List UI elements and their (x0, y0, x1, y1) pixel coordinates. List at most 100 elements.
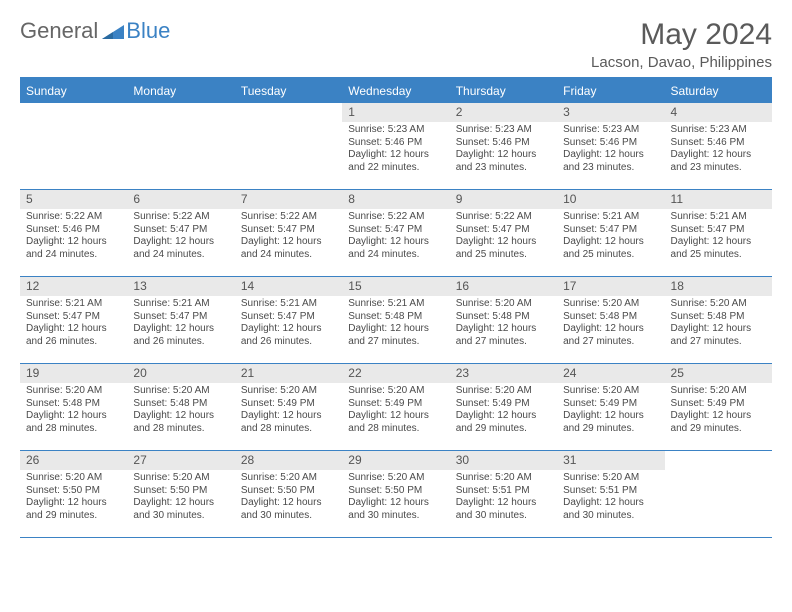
day-cell (127, 103, 234, 189)
day-number: 7 (235, 190, 342, 209)
day-details: Sunrise: 5:22 AMSunset: 5:47 PMDaylight:… (235, 209, 342, 265)
day-details: Sunrise: 5:20 AMSunset: 5:50 PMDaylight:… (20, 470, 127, 526)
sunset-text: Sunset: 5:47 PM (133, 224, 228, 237)
day-header-row: Sunday Monday Tuesday Wednesday Thursday… (20, 79, 772, 103)
day-header: Thursday (450, 79, 557, 103)
day-number: 25 (665, 364, 772, 383)
day-number: 28 (235, 451, 342, 470)
day-cell: 11Sunrise: 5:21 AMSunset: 5:47 PMDayligh… (665, 190, 772, 276)
sunrise-text: Sunrise: 5:20 AM (563, 472, 658, 485)
daylight-text: Daylight: 12 hours and 26 minutes. (133, 323, 228, 348)
day-number: 8 (342, 190, 449, 209)
daylight-text: Daylight: 12 hours and 27 minutes. (671, 323, 766, 348)
sunset-text: Sunset: 5:47 PM (348, 224, 443, 237)
day-number: 14 (235, 277, 342, 296)
day-details: Sunrise: 5:22 AMSunset: 5:47 PMDaylight:… (127, 209, 234, 265)
day-header: Monday (127, 79, 234, 103)
day-cell (235, 103, 342, 189)
day-details: Sunrise: 5:20 AMSunset: 5:48 PMDaylight:… (450, 296, 557, 352)
logo: General Blue (20, 18, 170, 44)
sunrise-text: Sunrise: 5:21 AM (133, 298, 228, 311)
day-details: Sunrise: 5:23 AMSunset: 5:46 PMDaylight:… (665, 122, 772, 178)
day-number: 3 (557, 103, 664, 122)
day-number: 31 (557, 451, 664, 470)
day-header: Tuesday (235, 79, 342, 103)
sunrise-text: Sunrise: 5:23 AM (348, 124, 443, 137)
daylight-text: Daylight: 12 hours and 30 minutes. (348, 497, 443, 522)
day-header: Friday (557, 79, 664, 103)
day-cell (20, 103, 127, 189)
day-cell: 31Sunrise: 5:20 AMSunset: 5:51 PMDayligh… (557, 451, 664, 537)
sunset-text: Sunset: 5:48 PM (133, 398, 228, 411)
day-details: Sunrise: 5:22 AMSunset: 5:47 PMDaylight:… (450, 209, 557, 265)
day-cell: 14Sunrise: 5:21 AMSunset: 5:47 PMDayligh… (235, 277, 342, 363)
sunset-text: Sunset: 5:49 PM (241, 398, 336, 411)
daylight-text: Daylight: 12 hours and 25 minutes. (563, 236, 658, 261)
daylight-text: Daylight: 12 hours and 28 minutes. (133, 410, 228, 435)
day-cell: 1Sunrise: 5:23 AMSunset: 5:46 PMDaylight… (342, 103, 449, 189)
day-cell: 17Sunrise: 5:20 AMSunset: 5:48 PMDayligh… (557, 277, 664, 363)
daylight-text: Daylight: 12 hours and 27 minutes. (563, 323, 658, 348)
day-details: Sunrise: 5:21 AMSunset: 5:47 PMDaylight:… (127, 296, 234, 352)
daylight-text: Daylight: 12 hours and 27 minutes. (348, 323, 443, 348)
day-details: Sunrise: 5:20 AMSunset: 5:48 PMDaylight:… (20, 383, 127, 439)
day-number: 23 (450, 364, 557, 383)
day-cell: 23Sunrise: 5:20 AMSunset: 5:49 PMDayligh… (450, 364, 557, 450)
day-number: 20 (127, 364, 234, 383)
day-cell: 2Sunrise: 5:23 AMSunset: 5:46 PMDaylight… (450, 103, 557, 189)
daylight-text: Daylight: 12 hours and 30 minutes. (241, 497, 336, 522)
daylight-text: Daylight: 12 hours and 24 minutes. (241, 236, 336, 261)
day-details: Sunrise: 5:20 AMSunset: 5:48 PMDaylight:… (665, 296, 772, 352)
sunrise-text: Sunrise: 5:20 AM (671, 298, 766, 311)
day-number (235, 103, 342, 107)
day-details: Sunrise: 5:20 AMSunset: 5:49 PMDaylight:… (450, 383, 557, 439)
page-header: General Blue May 2024 Lacson, Davao, Phi… (20, 18, 772, 71)
day-details: Sunrise: 5:20 AMSunset: 5:50 PMDaylight:… (127, 470, 234, 526)
sunset-text: Sunset: 5:46 PM (563, 137, 658, 150)
day-number: 18 (665, 277, 772, 296)
day-details: Sunrise: 5:20 AMSunset: 5:48 PMDaylight:… (557, 296, 664, 352)
daylight-text: Daylight: 12 hours and 30 minutes. (563, 497, 658, 522)
daylight-text: Daylight: 12 hours and 28 minutes. (348, 410, 443, 435)
sunset-text: Sunset: 5:48 PM (456, 311, 551, 324)
day-details: Sunrise: 5:20 AMSunset: 5:50 PMDaylight:… (342, 470, 449, 526)
daylight-text: Daylight: 12 hours and 26 minutes. (241, 323, 336, 348)
day-number (665, 451, 772, 455)
sunset-text: Sunset: 5:46 PM (671, 137, 766, 150)
sunrise-text: Sunrise: 5:21 AM (348, 298, 443, 311)
daylight-text: Daylight: 12 hours and 30 minutes. (133, 497, 228, 522)
daylight-text: Daylight: 12 hours and 24 minutes. (348, 236, 443, 261)
sunrise-text: Sunrise: 5:20 AM (26, 472, 121, 485)
sunset-text: Sunset: 5:49 PM (563, 398, 658, 411)
day-number: 19 (20, 364, 127, 383)
day-number (20, 103, 127, 107)
sunset-text: Sunset: 5:47 PM (671, 224, 766, 237)
sunrise-text: Sunrise: 5:23 AM (563, 124, 658, 137)
sunrise-text: Sunrise: 5:20 AM (26, 385, 121, 398)
sunrise-text: Sunrise: 5:20 AM (456, 385, 551, 398)
day-cell: 7Sunrise: 5:22 AMSunset: 5:47 PMDaylight… (235, 190, 342, 276)
day-number: 13 (127, 277, 234, 296)
sunset-text: Sunset: 5:48 PM (671, 311, 766, 324)
daylight-text: Daylight: 12 hours and 29 minutes. (456, 410, 551, 435)
day-cell: 16Sunrise: 5:20 AMSunset: 5:48 PMDayligh… (450, 277, 557, 363)
sunset-text: Sunset: 5:47 PM (241, 224, 336, 237)
day-details: Sunrise: 5:22 AMSunset: 5:46 PMDaylight:… (20, 209, 127, 265)
day-number: 17 (557, 277, 664, 296)
sunrise-text: Sunrise: 5:22 AM (133, 211, 228, 224)
day-cell (665, 451, 772, 537)
sunrise-text: Sunrise: 5:22 AM (348, 211, 443, 224)
day-number: 30 (450, 451, 557, 470)
day-header: Sunday (20, 79, 127, 103)
day-number: 10 (557, 190, 664, 209)
daylight-text: Daylight: 12 hours and 26 minutes. (26, 323, 121, 348)
daylight-text: Daylight: 12 hours and 30 minutes. (456, 497, 551, 522)
day-details: Sunrise: 5:21 AMSunset: 5:47 PMDaylight:… (557, 209, 664, 265)
location: Lacson, Davao, Philippines (591, 54, 772, 71)
day-cell: 26Sunrise: 5:20 AMSunset: 5:50 PMDayligh… (20, 451, 127, 537)
sunset-text: Sunset: 5:50 PM (241, 485, 336, 498)
title-block: May 2024 Lacson, Davao, Philippines (591, 18, 772, 71)
day-cell: 24Sunrise: 5:20 AMSunset: 5:49 PMDayligh… (557, 364, 664, 450)
sunset-text: Sunset: 5:47 PM (26, 311, 121, 324)
calendar: Sunday Monday Tuesday Wednesday Thursday… (20, 77, 772, 538)
